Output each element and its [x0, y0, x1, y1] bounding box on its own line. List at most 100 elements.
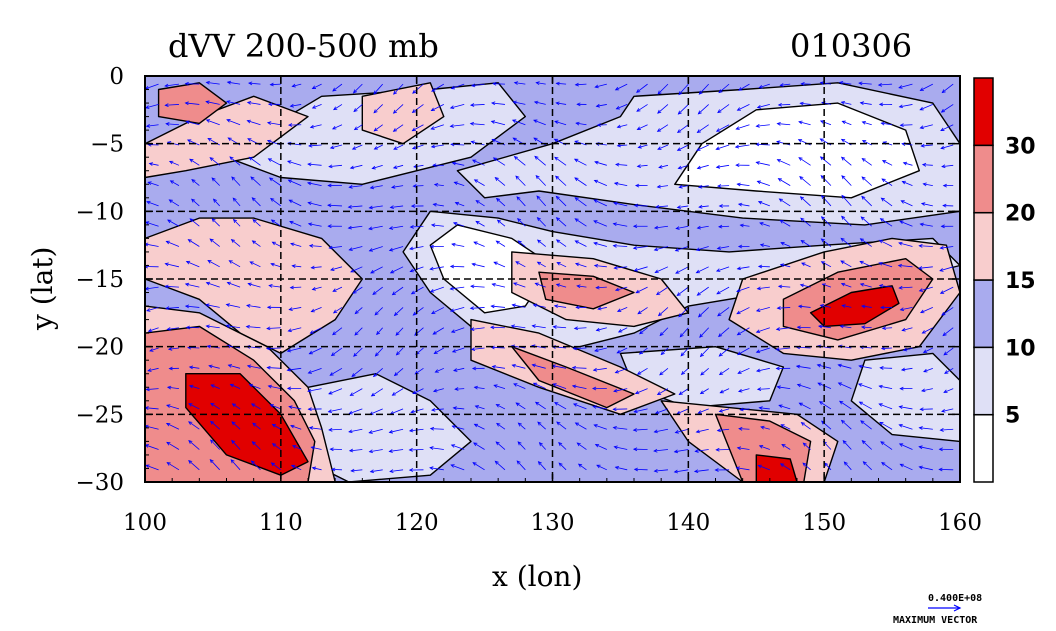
wind-vector	[495, 240, 506, 247]
wind-vector	[451, 161, 465, 166]
wind-vector	[286, 347, 302, 353]
wind-vector	[798, 402, 811, 410]
wind-vector	[637, 307, 648, 315]
wind-vector	[450, 327, 465, 333]
wind-vector	[556, 262, 567, 268]
wind-vector	[552, 383, 567, 389]
wind-vector	[820, 216, 832, 227]
wind-vector	[800, 422, 811, 430]
colorbar-swatch	[973, 413, 994, 483]
wind-vector	[653, 225, 669, 230]
wind-vector	[718, 408, 730, 413]
wind-vector	[918, 426, 933, 430]
wind-vector	[653, 428, 669, 434]
wind-vector	[878, 284, 893, 288]
wind-vector	[470, 83, 485, 88]
wind-vector	[779, 263, 791, 268]
wind-vector	[779, 219, 791, 227]
wind-vector	[593, 199, 608, 207]
wind-vector	[228, 260, 241, 268]
wind-vector	[536, 261, 546, 268]
wind-vector	[680, 347, 689, 357]
wind-vector	[328, 427, 342, 432]
wind-vector	[389, 205, 404, 209]
wind-vector	[756, 286, 770, 291]
wind-vector	[613, 265, 628, 270]
wind-vector	[922, 182, 933, 187]
wind-vector	[231, 439, 241, 450]
wind-vector	[679, 327, 689, 338]
wind-vector	[901, 327, 913, 332]
wind-vector	[858, 401, 872, 410]
wind-vector	[756, 367, 770, 373]
wind-vector	[776, 121, 791, 126]
wind-vector	[577, 463, 587, 471]
wind-vector	[841, 215, 852, 227]
wind-vector	[232, 218, 241, 227]
wind-vector	[718, 204, 730, 208]
wind-vector	[185, 260, 200, 268]
wind-vector	[940, 124, 954, 131]
wind-vector	[408, 447, 424, 452]
wind-vector	[307, 162, 322, 167]
wind-vector	[290, 464, 302, 471]
wind-vector	[799, 176, 811, 186]
wind-vector	[592, 367, 607, 372]
wind-vector	[840, 282, 852, 288]
wind-vector	[755, 347, 770, 354]
wind-vector	[840, 260, 852, 268]
wind-vector	[265, 346, 281, 351]
wind-vector	[676, 205, 689, 209]
wind-vector	[796, 383, 811, 390]
wind-vector	[820, 238, 832, 247]
wind-vector	[595, 285, 607, 290]
wind-vector	[636, 367, 648, 375]
wind-vector	[209, 157, 220, 166]
wind-vector	[286, 386, 302, 391]
wind-vector	[166, 404, 180, 410]
wind-vector	[165, 122, 179, 126]
wind-vector	[368, 449, 383, 454]
wind-vector	[327, 183, 342, 188]
wind-vector	[432, 327, 445, 335]
wind-vector	[372, 286, 383, 295]
wind-vector	[408, 468, 424, 472]
wind-vector	[656, 124, 669, 132]
wind-vector	[354, 327, 363, 336]
wind-vector	[211, 177, 220, 186]
wind-vector	[189, 158, 200, 166]
y-tick-label: 0	[109, 64, 124, 90]
wind-vector	[212, 198, 221, 207]
wind-vector	[252, 422, 261, 430]
wind-vector	[286, 367, 302, 372]
wind-vector	[352, 286, 363, 294]
wind-vector	[757, 464, 770, 471]
wind-vector	[576, 102, 587, 107]
wind-vector	[695, 246, 709, 252]
wind-vector	[169, 180, 180, 186]
wind-vector	[755, 124, 770, 128]
wind-vector	[473, 179, 485, 186]
wind-vector	[165, 240, 180, 247]
wind-vector	[372, 368, 383, 378]
wind-vector	[919, 407, 933, 412]
wind-vector	[739, 407, 750, 412]
wind-vector	[616, 143, 628, 148]
wind-vector	[638, 347, 648, 355]
wind-vector	[820, 194, 832, 207]
wind-vector	[429, 446, 444, 450]
wind-vector	[554, 120, 567, 126]
wind-vector	[776, 385, 791, 390]
wind-vector	[249, 261, 261, 268]
wind-vector	[657, 104, 669, 114]
wind-vector	[898, 285, 913, 290]
wind-vector	[491, 101, 506, 106]
wind-vector	[454, 201, 465, 207]
wind-vector	[205, 281, 220, 288]
wind-vector	[655, 204, 668, 209]
wind-vector	[288, 405, 302, 410]
wind-vector	[617, 327, 628, 333]
wind-vector	[656, 388, 669, 396]
wind-vector	[775, 347, 791, 352]
wind-vector	[944, 367, 954, 374]
